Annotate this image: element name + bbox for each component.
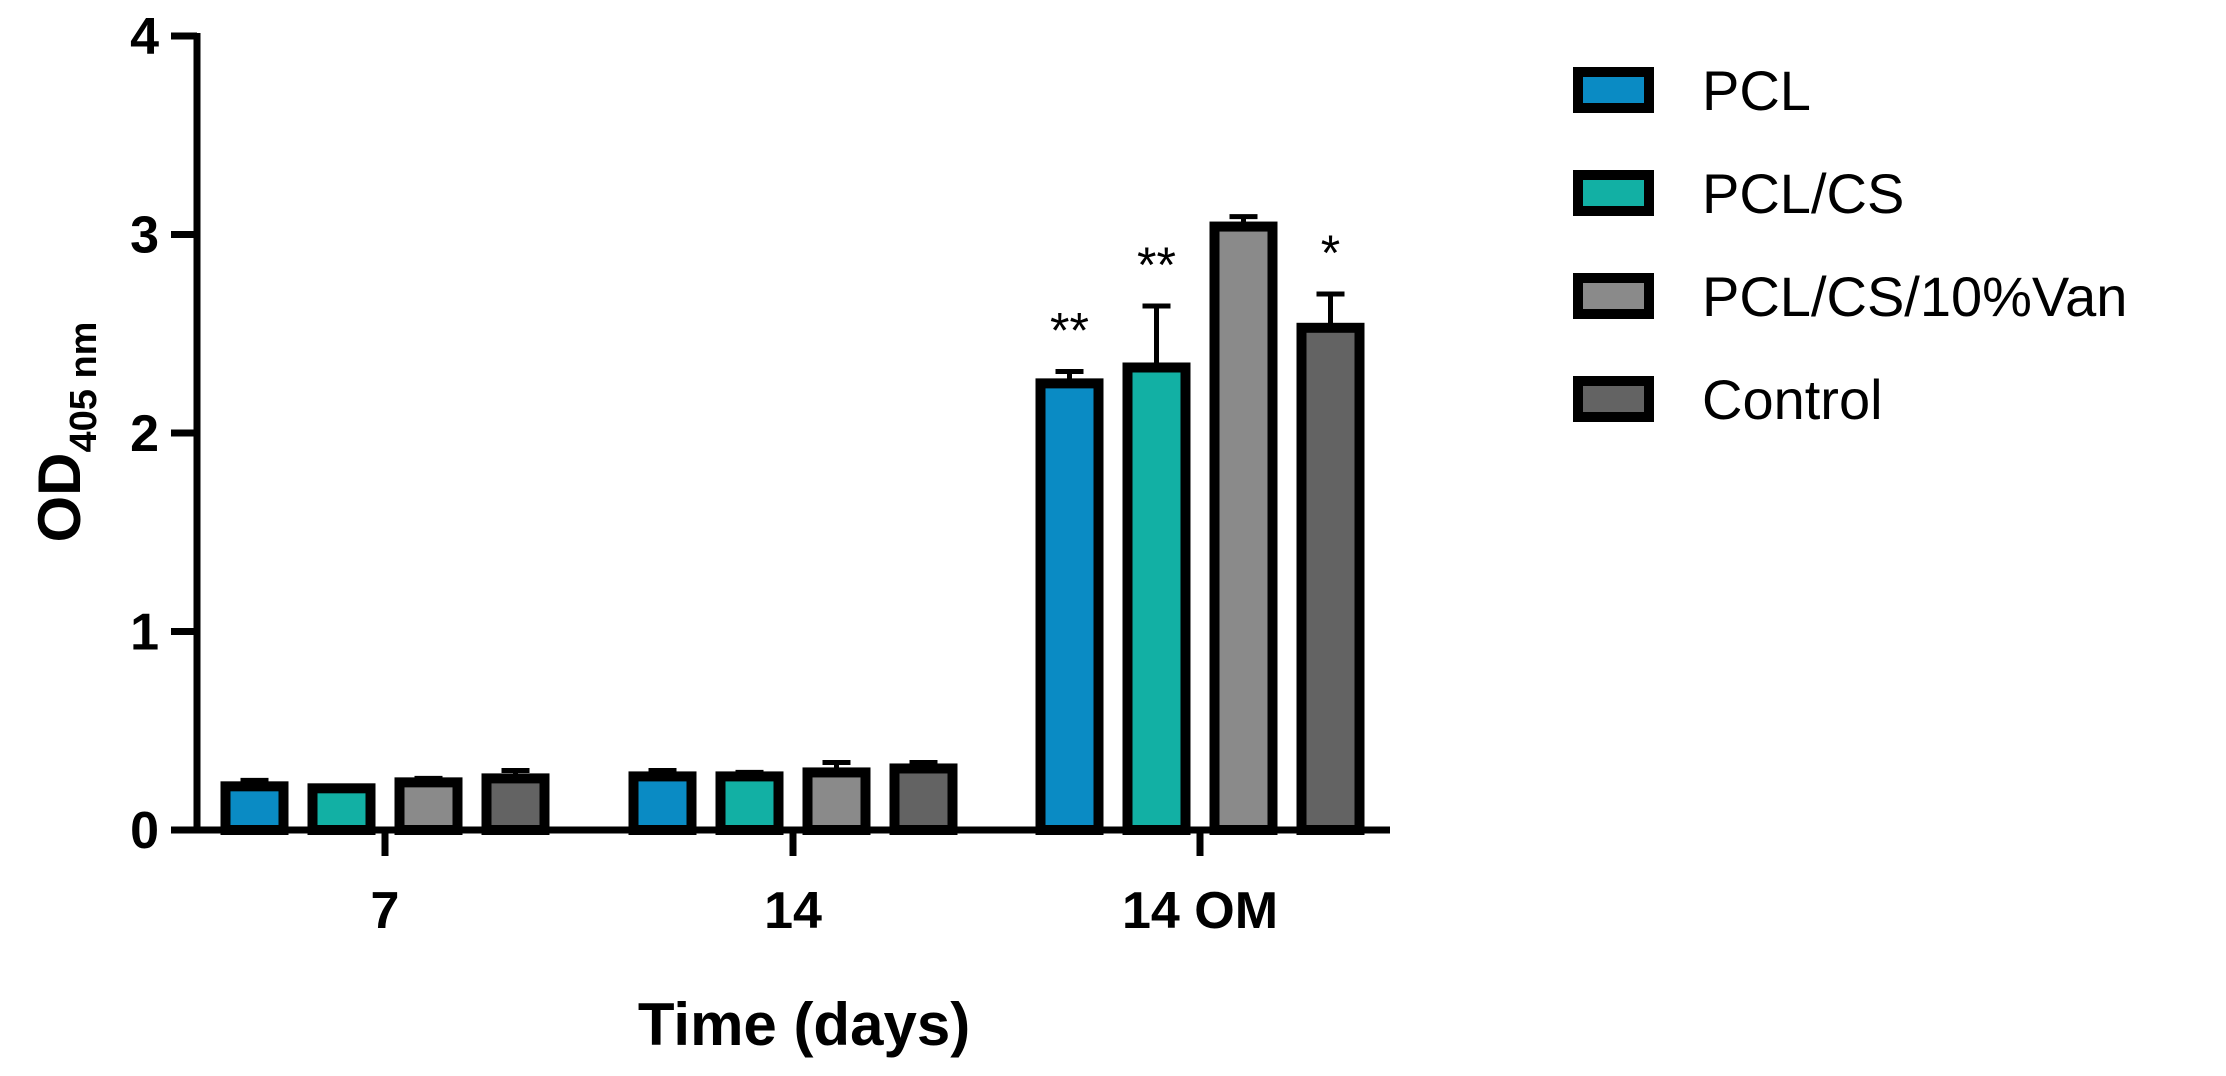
y-tick-label-4: 4 [130, 8, 159, 66]
bar-pcl-cs-14 [715, 771, 784, 836]
bars-layer: **** * [220, 214, 1365, 836]
y-tick-label-2: 2 [130, 405, 159, 463]
bar-pcl-cs-10-van-7 [394, 777, 463, 835]
axes-layer: 0 1 2 3 4 7 14 14 OM [130, 8, 1390, 940]
legend-label-pcl-cs: PCL/CS [1702, 162, 1904, 225]
bar-pcl-cs-7 [307, 783, 376, 836]
x-axis-title: Time (days) [638, 991, 970, 1058]
bar-control-7 [481, 773, 550, 836]
bar-control-14-om [1296, 322, 1365, 835]
significance-mark-pcl-14-om: ** [1050, 302, 1089, 358]
y-axis-title-main: OD [26, 452, 93, 542]
legend-label-pcl-cs-10-van: PCL/CS/10%Van [1702, 265, 2127, 328]
bar-pcl-14 [628, 771, 697, 836]
bar-control-14 [889, 763, 958, 836]
x-tick-label-7: 7 [371, 882, 400, 940]
y-tick-label-0: 0 [130, 802, 159, 860]
bar-pcl-cs-14-om [1122, 362, 1191, 835]
legend-label-pcl: PCL [1702, 59, 1811, 122]
bar-pcl-7 [220, 781, 289, 836]
y-tick-label-1: 1 [130, 604, 159, 662]
x-tick-label-14-om: 14 OM [1122, 882, 1278, 940]
legend: PCL PCL/CS PCL/CS/10%Van Control [1573, 59, 2127, 431]
x-tick-label-14: 14 [764, 882, 822, 940]
significance-mark-control-14-om: * [1321, 225, 1340, 281]
legend-label-control: Control [1702, 368, 1883, 431]
legend-swatch-pcl [1573, 67, 1654, 113]
legend-swatch-control [1573, 376, 1654, 422]
bar-pcl-14-om [1035, 378, 1104, 835]
y-tick-label-3: 3 [130, 207, 159, 265]
significance-mark-pcl-cs-14-om: ** [1137, 237, 1176, 293]
bar-pcl-cs-10-van-14-om [1209, 221, 1278, 835]
legend-swatch-pcl-cs [1573, 170, 1654, 216]
legend-swatch-pcl-cs-10-van [1573, 273, 1654, 319]
y-axis-title: OD405 nm [26, 322, 105, 543]
bar-pcl-cs-10-van-14 [802, 767, 871, 835]
y-axis-title-subscript: 405 nm [63, 322, 105, 453]
